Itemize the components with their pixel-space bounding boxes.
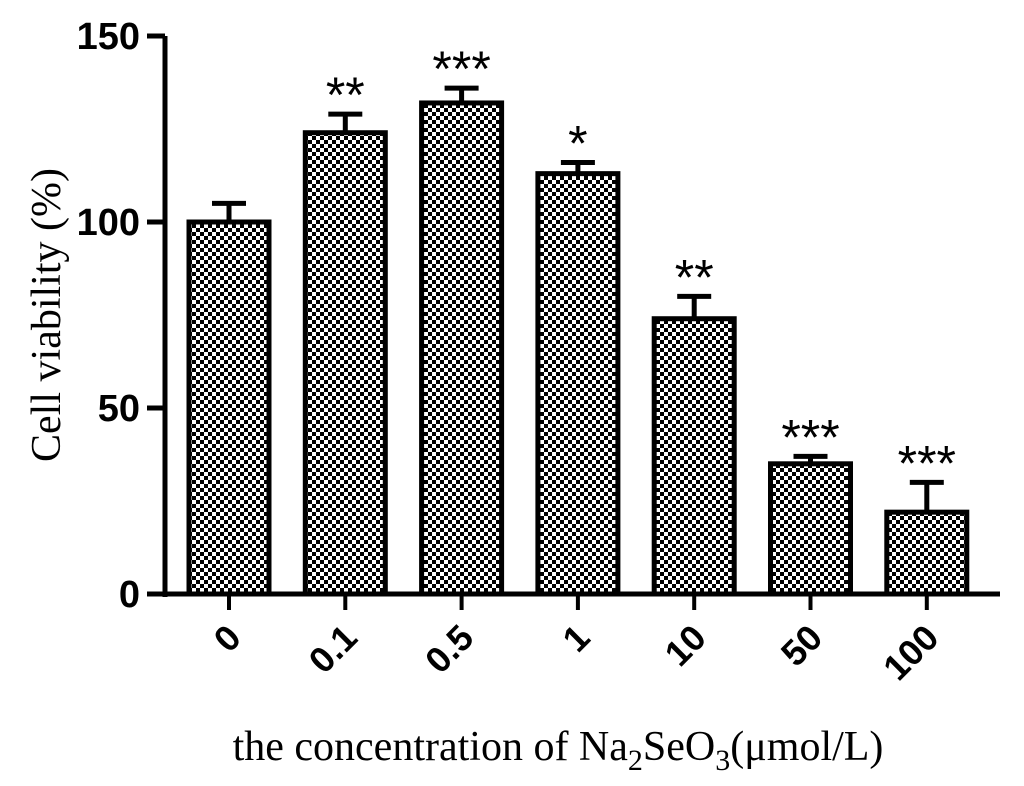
y-tick-label-0: 0	[119, 574, 140, 616]
bar-1	[535, 171, 621, 597]
x-ticks: 0 0.1 0.5 1 10 50 100	[206, 594, 946, 688]
bar-0.5	[419, 100, 505, 597]
bar-0.1	[302, 130, 388, 597]
significance-label-0.5: ***	[432, 41, 490, 97]
x-tick-label-0: 0	[206, 617, 249, 660]
x-tick-label-0.5: 0.5	[417, 617, 481, 681]
y-tick-label-50: 50	[98, 388, 140, 430]
bar-10	[651, 316, 737, 597]
bars-layer	[186, 100, 970, 597]
x-axis-title-mid: SeO	[643, 724, 715, 770]
x-axis-title-sub1: 2	[628, 744, 643, 777]
significance-label-1: *	[568, 115, 587, 171]
x-axis-title-sub2: 3	[715, 744, 730, 777]
bar-50	[768, 461, 853, 597]
y-axis-title: Cell viability (%)	[24, 168, 70, 462]
bar-100	[884, 509, 970, 597]
x-axis-title-prefix: the concentration of Na	[233, 724, 629, 770]
error-bars-layer	[212, 85, 944, 513]
y-tick-label-150: 150	[77, 16, 140, 58]
axes	[162, 36, 1000, 597]
x-tick-label-50: 50	[773, 617, 830, 674]
significance-label-50: ***	[781, 409, 839, 465]
significance-layer: ** ********* ***	[326, 41, 956, 491]
x-tick-label-0.1: 0.1	[301, 617, 365, 681]
y-tick-label-100: 100	[77, 202, 140, 244]
x-axis-title-suffix: (μmol/L)	[730, 724, 883, 770]
significance-label-0.1: **	[326, 67, 365, 123]
y-ticks: 0 50 100 150	[77, 16, 165, 616]
bar-0	[186, 219, 272, 597]
significance-label-10: **	[675, 249, 714, 305]
x-tick-label-1: 1	[554, 617, 597, 660]
x-tick-label-100: 100	[875, 617, 946, 688]
x-axis-title: the concentration of Na2SeO3(μmol/L)	[233, 724, 884, 777]
significance-label-100: ***	[898, 435, 956, 491]
x-tick-label-10: 10	[657, 617, 714, 674]
